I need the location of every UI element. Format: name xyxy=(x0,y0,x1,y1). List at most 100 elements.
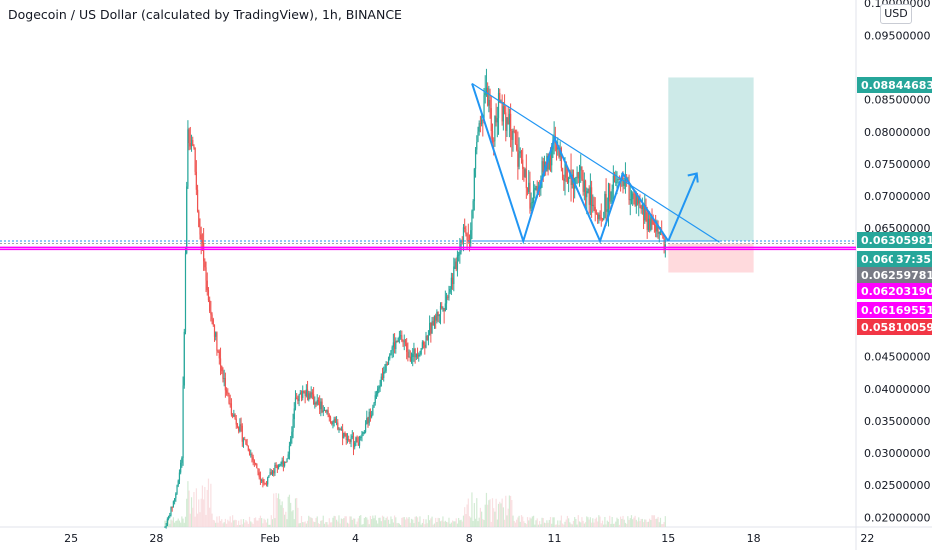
volume-bar xyxy=(316,516,318,527)
candle-body xyxy=(366,417,368,424)
candle-body xyxy=(299,392,301,395)
candle-body xyxy=(329,417,332,422)
candle-body xyxy=(439,305,442,315)
candle-body xyxy=(424,344,426,348)
candle-body xyxy=(391,347,393,351)
volume-bar xyxy=(528,520,530,527)
candle-body xyxy=(560,147,562,168)
candle-body xyxy=(338,429,340,431)
candle-body xyxy=(165,525,167,527)
volume-bar xyxy=(404,519,407,527)
volume-bar xyxy=(539,521,541,527)
volume-bar xyxy=(530,518,532,527)
volume-bar xyxy=(628,519,630,527)
candle-body xyxy=(462,227,465,242)
volume-bar xyxy=(433,523,436,527)
candle-body xyxy=(175,493,177,499)
volume-bar xyxy=(280,505,282,527)
price-axis: 0.100000000.095000000.085000000.08000000… xyxy=(864,0,930,524)
price-badge xyxy=(857,302,932,318)
candle-body xyxy=(464,227,466,230)
volume-bar xyxy=(510,495,512,527)
volume-bar xyxy=(395,517,397,527)
volume-bar xyxy=(610,523,612,527)
volume-bar xyxy=(171,520,173,527)
candle-body xyxy=(484,93,486,96)
volume-bar xyxy=(443,521,445,527)
volume-bar xyxy=(477,521,479,527)
time-tick-label: 4 xyxy=(352,532,359,545)
candle-body xyxy=(321,401,323,412)
candle-body xyxy=(200,234,202,240)
candle-body xyxy=(409,356,411,361)
volume-bar xyxy=(306,520,309,527)
volume-bar xyxy=(293,519,295,527)
candle-body xyxy=(456,255,459,270)
volume-bar xyxy=(331,522,333,527)
volume-bar xyxy=(518,515,520,527)
candle-body xyxy=(360,436,362,438)
volume-bar xyxy=(612,523,614,527)
volume-bar xyxy=(368,524,370,527)
volume-bar xyxy=(503,519,506,527)
volume-bar xyxy=(449,523,451,527)
candle-body xyxy=(403,340,405,342)
candle-body xyxy=(348,439,350,441)
volume-bar xyxy=(606,520,608,527)
volume-bar xyxy=(451,520,454,527)
price-tick-label: 0.09500000 xyxy=(864,29,930,42)
volume-bar xyxy=(500,503,502,527)
time-axis: 25 28 Feb 4 8 11 15 18 22 xyxy=(64,532,874,545)
candle-body xyxy=(251,454,253,458)
volume-bar xyxy=(476,498,478,527)
candle-body xyxy=(332,422,334,424)
volume-bar xyxy=(374,515,376,527)
currency-button[interactable]: USD xyxy=(880,4,912,24)
candle-body xyxy=(253,460,255,464)
volume-bar xyxy=(251,522,253,527)
candle-body xyxy=(267,477,269,485)
volume-bar xyxy=(261,518,263,527)
volume-bar xyxy=(186,498,188,527)
volume-bar xyxy=(435,517,437,527)
candle-body xyxy=(218,351,220,359)
candle-body xyxy=(297,398,299,401)
volume-bar xyxy=(664,516,666,527)
volume-bar xyxy=(296,498,298,527)
volume-bar xyxy=(516,519,518,527)
candle-body xyxy=(406,343,408,352)
volume-bar xyxy=(499,501,501,527)
candle-body xyxy=(174,498,176,502)
volume-bar xyxy=(520,515,523,527)
volume-bar xyxy=(646,522,648,527)
candle-body xyxy=(219,358,222,366)
candle-body xyxy=(514,131,517,145)
volume-bar xyxy=(275,492,277,527)
volume-bar xyxy=(309,516,311,527)
candle-body xyxy=(523,169,525,177)
price-tick-label: 0.08500000 xyxy=(864,94,930,107)
volume-bar xyxy=(511,500,513,527)
volume-bar xyxy=(466,504,468,527)
candle-body xyxy=(328,415,330,418)
candle-body xyxy=(201,239,204,243)
candle-body xyxy=(640,205,642,210)
volume-bar xyxy=(379,517,381,527)
candle-body xyxy=(563,178,565,181)
candle-body xyxy=(607,183,610,210)
candle-body xyxy=(593,204,595,207)
candle-body xyxy=(183,331,185,386)
candle-body xyxy=(256,463,258,469)
candle-body xyxy=(482,119,484,121)
volume-bar xyxy=(468,516,471,527)
candle-body xyxy=(575,176,577,178)
candle-body xyxy=(309,393,311,398)
candle-body xyxy=(271,470,274,475)
volume-bar xyxy=(632,519,634,527)
candle-body xyxy=(346,439,349,441)
volume-bar xyxy=(281,501,283,527)
volume-bar xyxy=(535,520,537,527)
volume-bar xyxy=(375,520,378,527)
candle-body xyxy=(605,193,607,212)
